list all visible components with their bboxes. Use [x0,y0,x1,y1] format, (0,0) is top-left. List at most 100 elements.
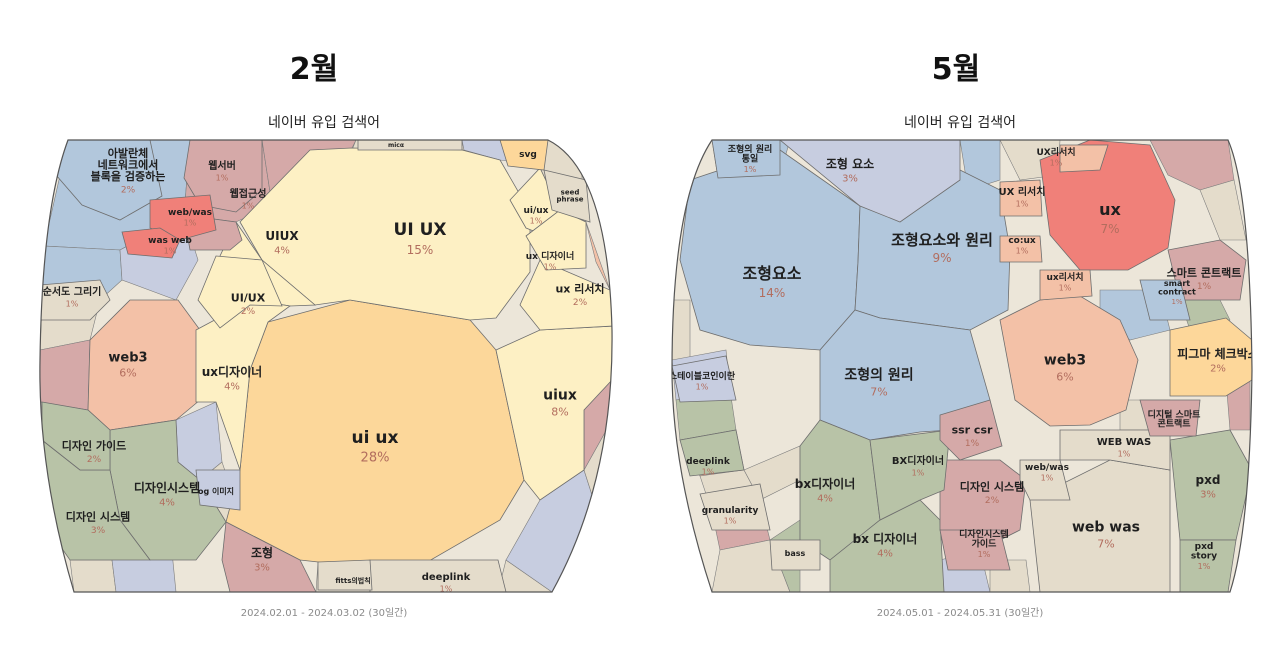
feb-frame-outline [39,139,613,593]
may-cell-bass [769,539,821,571]
may-pct-ux리서치: 1% [1050,158,1063,167]
may-month-title: 5월 [931,52,981,87]
feb-label-mic: micα [388,142,404,149]
feb-pct-uiux: 8% [551,405,568,418]
feb-minor-cell [585,221,611,291]
may-label-조형의-원리: 조형의 원리 [844,367,913,384]
feb-label-웹접근성: 웹접근성 [230,187,267,200]
feb-label-웹서버: 웹서버 [208,159,236,172]
may-label-bx디자이너: BX디자이너 [892,454,944,467]
may-minor-cell [1199,179,1247,241]
feb-pct-디자인시스템: 4% [159,498,175,509]
may-pct-스테이블코인이란: 1% [696,382,709,391]
feb-pct-was-web: 1% [164,246,177,255]
may-pct-ux리서치: 1% [1059,283,1072,292]
may-pct-디자인시스템-가이드: 1% [978,550,991,559]
may-pct-피그마-체크박스: 2% [1210,364,1226,375]
may-cell-ux리서치 [1039,269,1093,301]
may-label-web-was: web/was [1025,463,1069,473]
feb-cell-mic [357,140,463,151]
feb-pct-uiux: 4% [274,246,290,257]
feb-pct-순서도-그리기: 1% [66,299,79,308]
may-label-smart-contract: contract [1158,287,1196,296]
feb-label-uiux: uiux [543,388,577,404]
feb-label-ux-디자이너: ux 디자이너 [526,250,574,262]
may-label-granularity: granularity [702,506,759,516]
feb-label-ui-ux: UI/UX [231,291,266,304]
feb-cell-조형 [221,521,317,592]
feb-cell-was-web [121,227,181,259]
feb-pct-조형: 3% [254,563,270,574]
feb-cell-ui-ux [197,255,283,329]
may-cell-pxd-story [1179,539,1237,592]
may-label-스마트-콘트랙트: 스마트 콘트랙트 [1167,265,1242,279]
may-pct-조형요소: 14% [759,286,786,300]
may-label-web-was: web was [1072,520,1140,536]
may-label-co-ux: co:ux [1008,236,1036,246]
may-pct-web-was: 7% [1097,537,1114,550]
feb-pct-ui-ux: 15% [407,243,434,257]
feb-month-title: 2월 [289,52,339,87]
feb-label-fitts의법칙: fitts의법칙 [335,576,370,585]
may-label-피그마-체크박스: 피그마 체크박스 [1177,346,1258,361]
feb-chart-title: 네이버 유입 검색어 [268,115,380,131]
may-label-조형요소와-원리: 조형요소와 원리 [891,231,993,249]
may-label-디지털-스마트-콘트랙트: 디지털 스마트 [1148,408,1202,420]
may-cell-bx디자이너 [869,429,951,521]
may-cell-web-was [1019,459,1071,501]
feb-label-조형: 조형 [251,545,273,560]
feb-pct-디자인-시스템: 3% [91,526,106,536]
may-pct-디자인-시스템: 2% [985,496,1000,506]
may-cell-피그마-체크박스 [1169,317,1252,397]
may-label-스테이블코인이란: 스테이블코인이란 [669,370,736,382]
may-pct-스마트-콘트랙트: 1% [1197,282,1212,292]
may-cell-deeplink [679,429,745,477]
may-pct-조형-요소: 3% [842,174,858,185]
may-label-bx-디자이너: bx 디자이너 [853,531,918,546]
feb-pct-ui-ux: 28% [361,451,390,466]
feb-minor-cell [39,339,91,411]
feb-pct-ui-ux: 1% [530,216,543,225]
may-pct-bx디자이너: 1% [912,468,925,477]
may-date-range: 2024.05.01 - 2024.05.31 (30일간) [876,608,1044,619]
may-cell-ux-리서치 [999,179,1043,217]
feb-label-순서도-그리기: 순서도 그리기 [43,285,102,298]
feb-label-아발란체-네트워크에서-블록을-검증하는: 블록을 검증하는 [91,169,166,183]
may-pct-web-was: 1% [1041,473,1054,482]
feb-label-ux-리서치: ux 리서치 [555,281,604,295]
feb-pct-디자인-가이드: 2% [87,455,102,465]
feb-cell-ux-리서치 [519,259,613,331]
feb-cell-web-was [149,194,217,241]
feb-cell-og-이미지 [195,469,241,511]
may-pct-ux-리서치: 1% [1016,199,1029,208]
feb-label-ui-ux: UI UX [394,220,447,240]
may-pct-deeplink: 1% [702,467,715,476]
feb-label-uiux: UIUX [265,229,299,243]
may-pct-조형의-원리-통일: 1% [744,165,757,174]
feb-label-web-was: web/was [168,208,212,218]
feb-pct-웹접근성: 1% [242,201,255,210]
may-label-web-was: WEB WAS [1097,437,1152,448]
may-pct-web3: 6% [1056,370,1073,383]
feb-label-svg: svg [519,150,537,160]
feb-pct-web-was: 1% [184,218,197,227]
may-pct-조형의-원리: 7% [870,385,887,398]
may-minor-cell [672,299,691,361]
feb-cell-fitts의법칙 [317,559,373,591]
may-pct-조형요소와-원리: 9% [932,251,951,265]
may-label-조형의-원리-통일: 조형의 원리 [728,143,773,155]
feb-label-ux디자이너: ux디자이너 [202,364,262,379]
may-label-디자인-시스템: 디자인 시스템 [960,479,1025,493]
feb-label-og-이미지: og 이미지 [198,486,234,496]
may-label-조형요소: 조형요소 [743,264,802,283]
feb-label-web3: web3 [108,351,147,366]
feb-cell-웹서버 [183,140,263,213]
may-label-ux-리서치: UX 리서치 [999,185,1046,198]
feb-cell-seed-phrase [543,169,591,223]
feb-label-디자인-시스템: 디자인 시스템 [66,509,131,523]
feb-label-ui-ux: ui ux [352,428,399,448]
feb-pct-ui-ux: 2% [241,307,256,317]
may-pct-pxd: 3% [1200,490,1216,501]
